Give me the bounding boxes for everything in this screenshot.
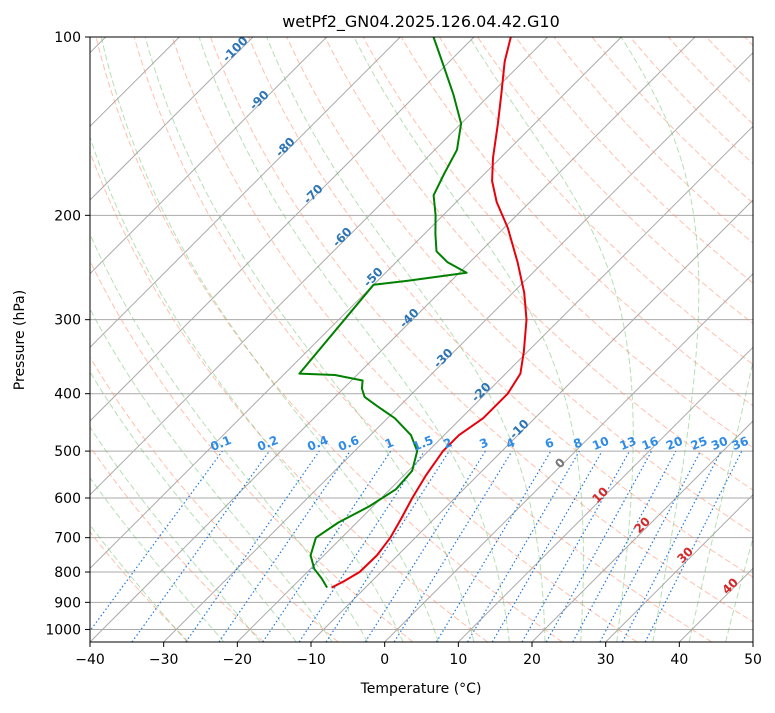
x-axis-title: Temperature (°C)	[360, 681, 482, 697]
y-tick-label: 1000	[45, 622, 81, 638]
x-tick-label: −40	[75, 652, 105, 668]
x-tick-label: 30	[597, 652, 615, 668]
y-tick-label: 600	[54, 491, 81, 507]
y-tick-label: 400	[54, 387, 81, 403]
y-tick-label: 300	[54, 313, 81, 329]
y-tick-label: 500	[54, 444, 81, 460]
y-tick-label: 700	[54, 531, 81, 547]
y-tick-label: 800	[54, 565, 81, 581]
y-axis-title: Pressure (hPa)	[12, 290, 28, 390]
x-tick-label: 40	[670, 652, 688, 668]
y-tick-label: 200	[54, 208, 81, 224]
x-tick-label: −10	[296, 652, 326, 668]
x-tick-label: 10	[449, 652, 467, 668]
x-tick-label: −30	[149, 652, 179, 668]
isotherm-line	[753, 37, 775, 642]
x-tick-label: −20	[223, 652, 253, 668]
y-tick-label: 900	[54, 595, 81, 611]
chart-title: wetPf2_GN04.2025.126.04.42.G10	[282, 12, 560, 32]
x-tick-label: 20	[523, 652, 541, 668]
y-tick-label: 100	[54, 30, 81, 46]
x-tick-label: 0	[380, 652, 389, 668]
x-tick-label: 50	[744, 652, 762, 668]
